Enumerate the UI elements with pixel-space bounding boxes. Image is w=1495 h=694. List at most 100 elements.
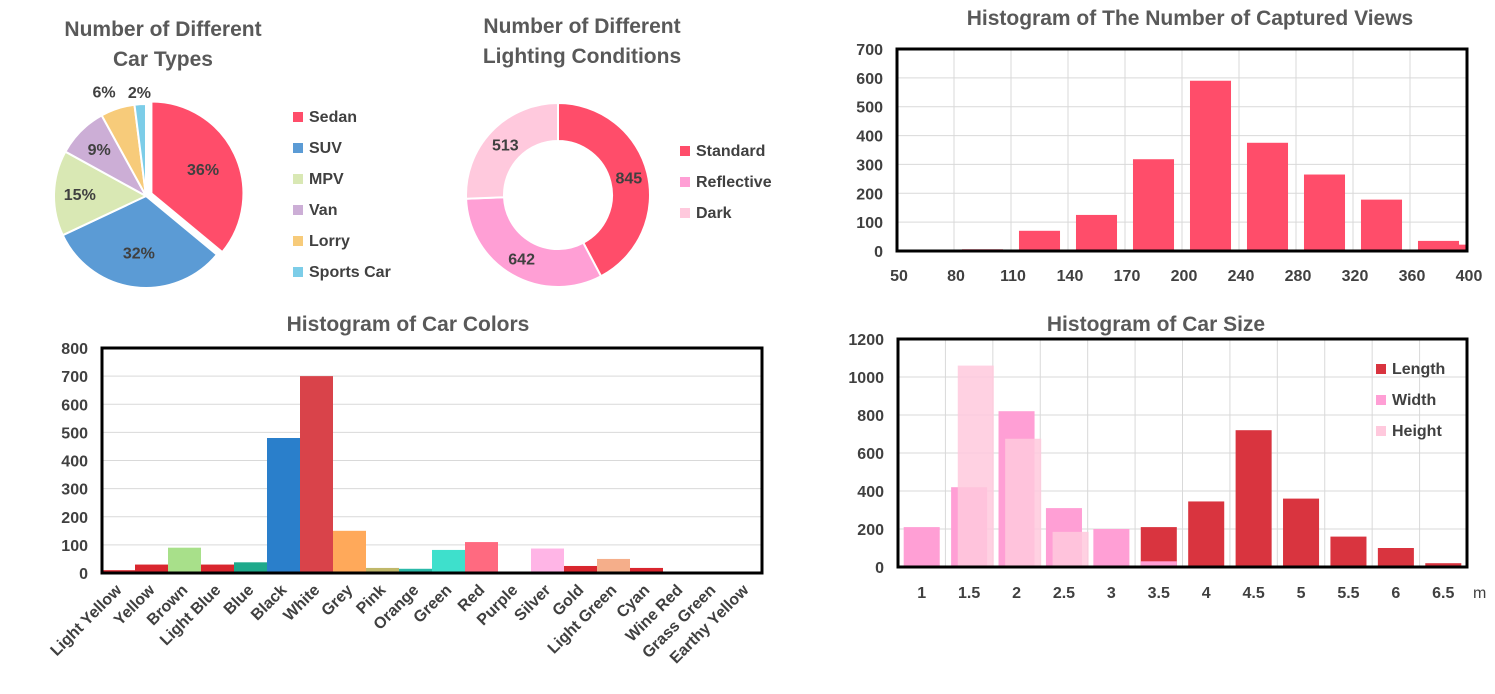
bar [1018, 230, 1061, 251]
legend-swatch [1376, 426, 1386, 436]
bar [1446, 244, 1467, 251]
legend-swatch [293, 112, 303, 122]
bar [1188, 501, 1225, 567]
data-label: 36% [187, 162, 219, 179]
data-label: 2% [128, 85, 151, 102]
y-tick-label: 0 [875, 560, 884, 577]
x-tick-label: 4.5 [1243, 585, 1265, 602]
y-tick-label: 500 [61, 425, 88, 442]
y-tick-label: 500 [856, 100, 883, 117]
data-label: 32% [123, 246, 155, 263]
y-tick-label: 0 [874, 244, 883, 261]
x-tick-label: 5.5 [1337, 585, 1359, 602]
bar [1246, 142, 1289, 251]
car-colors-histogram: Histogram of Car Colors 0 100 200 300 400 500 6… [48, 313, 764, 667]
bar [135, 564, 168, 573]
y-tick-label: 1000 [848, 370, 884, 387]
pie-slice [150, 100, 245, 254]
bar [366, 567, 399, 573]
legend-label: Width [1392, 392, 1436, 409]
legend-label: Sports Car [309, 264, 391, 281]
donut-slice [465, 101, 559, 200]
legend-label: Reflective [696, 174, 772, 191]
x-tick-label: 4 [1202, 585, 1211, 602]
legend-label: Lorry [309, 233, 350, 250]
bar [531, 548, 564, 573]
y-tick-label: 600 [856, 71, 883, 88]
bar [399, 568, 432, 573]
legend-label: Van [309, 202, 337, 219]
bar [1377, 548, 1414, 567]
pie-slice [61, 194, 219, 289]
plot-border [895, 47, 1469, 253]
bar [957, 365, 994, 567]
donut-slice [557, 101, 651, 278]
x-tick-label: 170 [1114, 268, 1141, 285]
bar [333, 530, 366, 573]
x-tick-label: 2.5 [1053, 585, 1075, 602]
x-tick-label: 80 [947, 268, 965, 285]
x-tick-label: 6 [1391, 585, 1400, 602]
y-tick-label: 600 [61, 397, 88, 414]
bar [1132, 159, 1175, 251]
legend-swatch [1376, 395, 1386, 405]
x-tick-label: 2 [1012, 585, 1021, 602]
bar [903, 527, 940, 567]
x-tick-label: White [281, 582, 324, 625]
x-tick-label: 280 [1285, 268, 1312, 285]
chart-title: Number of Different [64, 18, 261, 41]
legend-swatch [293, 267, 303, 277]
data-label: 845 [615, 170, 642, 187]
chart-title: Histogram of The Number of Captured View… [967, 7, 1414, 30]
bar [1140, 527, 1177, 567]
data-label: 6% [92, 84, 115, 101]
y-tick-label: 400 [856, 129, 883, 146]
data-label: 642 [508, 251, 535, 268]
bar [1303, 174, 1346, 251]
bar [300, 376, 333, 573]
x-tick-label: 320 [1342, 268, 1369, 285]
bar [267, 438, 300, 573]
chart-title: Car Types [113, 48, 213, 71]
car-types-pie-chart: Number of Different Car Types 36% 32% 15% 9% 6… [53, 18, 391, 289]
y-tick-label: 200 [856, 186, 883, 203]
pie-slice [133, 102, 147, 197]
pie-slice [53, 150, 149, 237]
legend-label: Sedan [309, 109, 357, 126]
donut-slice [465, 196, 603, 288]
data-label: 9% [88, 142, 111, 159]
chart-title: Number of Different [483, 15, 680, 38]
bar [432, 549, 465, 573]
car-size-histogram: Histogram of Car Size0200400600800100012… [848, 313, 1486, 602]
chart-title: Lighting Conditions [483, 45, 681, 68]
x-tick-label: 3.5 [1148, 585, 1170, 602]
x-tick-label: 1 [917, 585, 926, 602]
legend-swatch [293, 236, 303, 246]
legend-swatch [680, 208, 690, 218]
x-tick-label: 6.5 [1432, 585, 1454, 602]
legend-label: MPV [309, 171, 344, 188]
x-tick-label: 1.5 [958, 585, 980, 602]
bar [465, 542, 498, 573]
bar [168, 547, 201, 573]
bar [1330, 536, 1367, 567]
bar [234, 562, 267, 573]
bar [1005, 438, 1042, 567]
captured-views-histogram: Histogram of The Number of Captured View… [856, 7, 1482, 285]
data-label: 513 [492, 137, 519, 154]
legend-label: SUV [309, 140, 342, 157]
bar [1075, 214, 1118, 251]
bar [597, 558, 630, 573]
y-tick-label: 600 [857, 446, 884, 463]
y-tick-label: 200 [61, 510, 88, 527]
legend-swatch [293, 143, 303, 153]
bar [1235, 430, 1272, 567]
x-tick-label: 200 [1171, 268, 1198, 285]
x-tick-label: 5 [1297, 585, 1306, 602]
y-tick-label: 700 [61, 369, 88, 386]
plot-border [100, 346, 764, 575]
y-tick-label: 800 [857, 408, 884, 425]
bar [1189, 80, 1232, 251]
x-tick-label: 240 [1228, 268, 1255, 285]
